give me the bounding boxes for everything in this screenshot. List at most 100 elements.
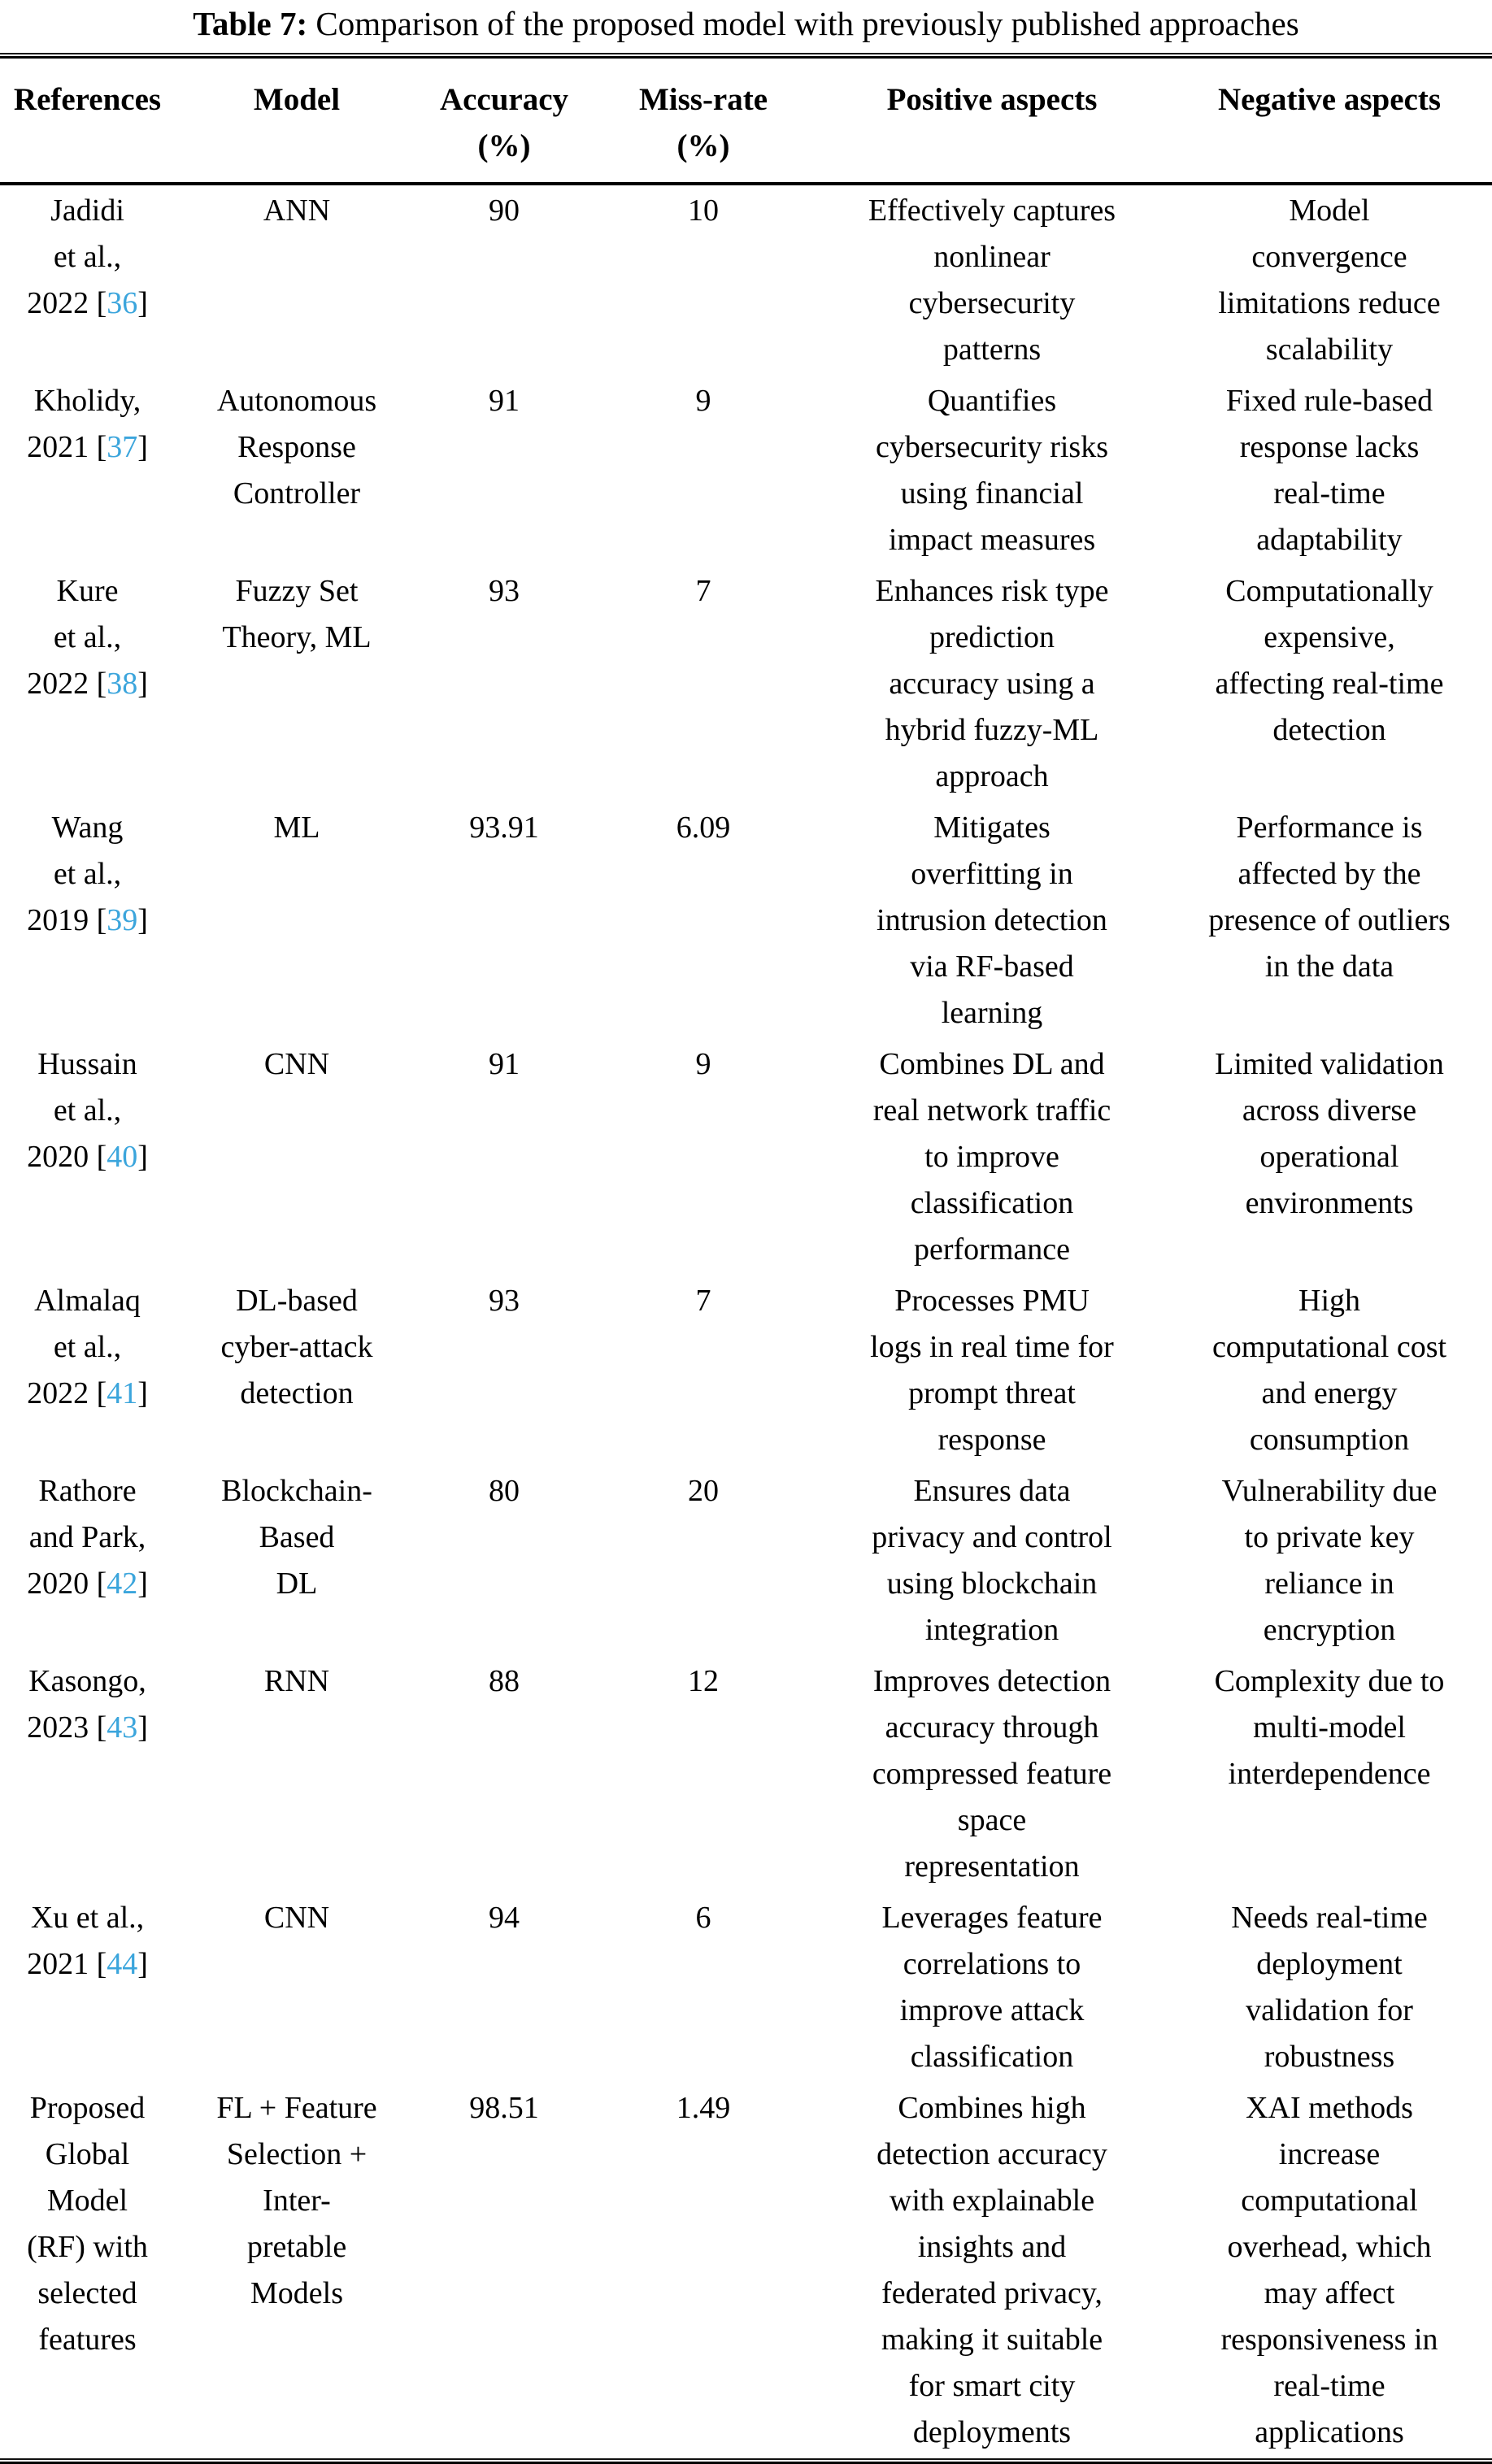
cell-negative-aspects: Limited validation across diverse operat… (1215, 1047, 1444, 1221)
cell-positive-aspects: Combines DL and real network traffic to … (872, 1047, 1111, 1267)
cell-miss-rate: 10 (688, 193, 719, 228)
citation-link[interactable]: 40 (107, 1140, 138, 1175)
cell-references: Xu et al., 2021 [44] (0, 1893, 175, 2083)
table-row: Kholidy, 2021 [37] Autonomous Response C… (0, 376, 1492, 566)
cell-miss-rate: 9 (695, 1047, 711, 1082)
reference-bracket: ] (137, 286, 148, 321)
cell-references: Kure et al., 2022 [38] (0, 566, 175, 802)
cell-negative-aspects: Model convergence limitations reduce sca… (1218, 193, 1441, 367)
citation-link[interactable]: 41 (107, 1376, 138, 1411)
cell-accuracy: 91 (489, 1047, 520, 1082)
cell-positive-aspects: Combines high detection accuracy with ex… (876, 2091, 1107, 2450)
col-header-model: Model (175, 59, 419, 186)
col-header-negative-aspects: Negative aspects (1167, 59, 1492, 186)
cell-model: DL-based cyber-attack detection (220, 1284, 373, 1411)
table-row: Hussain et al., 2020 [40] CNN 91 9 Combi… (0, 1039, 1492, 1275)
cell-positive-aspects: Ensures data privacy and control using b… (872, 1474, 1112, 1648)
cell-references: Kasongo, 2023 [43] (0, 1656, 175, 1893)
cell-negative-aspects: Computationally expensive, affecting rea… (1215, 574, 1444, 748)
citation-link[interactable]: 37 (107, 430, 138, 465)
cell-positive-aspects: Mitigates overfitting in intrusion detec… (876, 810, 1107, 1031)
reference-bracket: ] (137, 1376, 148, 1411)
citation-link[interactable]: 43 (107, 1710, 138, 1745)
cell-model: Fuzzy Set Theory, ML (222, 574, 372, 655)
cell-model: ML (273, 810, 320, 845)
reference-bracket: ] (137, 1140, 148, 1175)
cell-references: Hussain et al., 2020 [40] (0, 1039, 175, 1275)
citation-link[interactable]: 38 (107, 667, 138, 702)
bottom-rule (0, 2458, 1492, 2464)
cell-references: Wang et al., 2019 [39] (0, 802, 175, 1039)
cell-positive-aspects: Improves detection accuracy through comp… (872, 1664, 1112, 1884)
reference-text: Jadidi et al., 2022 [ (27, 193, 124, 321)
table-row: Almalaq et al., 2022 [41] DL-based cyber… (0, 1275, 1492, 1466)
cell-miss-rate: 1.49 (676, 2091, 731, 2126)
cell-negative-aspects: Performance is affected by the presence … (1208, 810, 1451, 984)
cell-miss-rate: 12 (688, 1664, 719, 1699)
reference-bracket: ] (137, 1567, 148, 1601)
citation-link[interactable]: 36 (107, 286, 138, 321)
cell-model: CNN (263, 1047, 330, 1082)
reference-text: Kholidy, 2021 [ (27, 384, 141, 465)
reference-bracket: ] (137, 1947, 148, 1982)
cell-references: Kholidy, 2021 [37] (0, 376, 175, 566)
cell-references: Jadidi et al., 2022 [36] (0, 184, 175, 376)
reference-bracket: ] (137, 903, 148, 938)
cell-accuracy: 80 (489, 1474, 520, 1509)
cell-miss-rate: 9 (695, 384, 711, 419)
reference-bracket: ] (137, 1710, 148, 1745)
header-row: References Model Accuracy (%) Miss-rate … (0, 59, 1492, 186)
cell-accuracy: 93 (489, 1284, 520, 1319)
cell-model: Autonomous Response Controller (216, 384, 377, 511)
reference-text: Hussain et al., 2020 [ (27, 1047, 137, 1175)
reference-text: Xu et al., 2021 [ (27, 1901, 145, 1982)
cell-negative-aspects: Fixed rule-based response lacks real-tim… (1225, 384, 1433, 558)
table-row: Kasongo, 2023 [43] RNN 88 12 Improves de… (0, 1656, 1492, 1893)
cell-model: RNN (263, 1664, 330, 1699)
reference-bracket: ] (137, 667, 148, 702)
comparison-table: References Model Accuracy (%) Miss-rate … (0, 59, 1492, 2458)
top-rule (0, 53, 1492, 59)
cell-model: ANN (263, 193, 331, 228)
reference-text: Wang et al., 2019 [ (27, 810, 124, 938)
citation-link[interactable]: 39 (107, 903, 138, 938)
citation-link[interactable]: 44 (107, 1947, 138, 1982)
reference-text: Rathore and Park, 2020 [ (27, 1474, 146, 1601)
cell-miss-rate: 7 (695, 574, 711, 609)
cell-negative-aspects: Vulnerability due to private key relianc… (1221, 1474, 1438, 1648)
cell-references: Proposed Global Model (RF) with selected… (27, 2091, 148, 2358)
col-header-positive-aspects: Positive aspects (817, 59, 1167, 186)
cell-miss-rate: 20 (688, 1474, 719, 1509)
cell-negative-aspects: XAI methods increase computational overh… (1220, 2091, 1438, 2450)
cell-model: Blockchain- Based DL (221, 1474, 372, 1601)
cell-accuracy: 93 (489, 574, 520, 609)
cell-miss-rate: 6.09 (676, 810, 731, 845)
col-header-accuracy: Accuracy (%) (419, 59, 589, 186)
col-header-references: References (0, 59, 175, 186)
reference-text: Almalaq et al., 2022 [ (27, 1284, 141, 1411)
table-row: Xu et al., 2021 [44] CNN 94 6 Leverages … (0, 1893, 1492, 2083)
cell-miss-rate: 7 (695, 1284, 711, 1319)
reference-text: Kure et al., 2022 [ (27, 574, 122, 702)
reference-text: Kasongo, 2023 [ (27, 1664, 146, 1745)
cell-references: Almalaq et al., 2022 [41] (0, 1275, 175, 1466)
cell-accuracy: 90 (489, 193, 520, 228)
cell-negative-aspects: Needs real-time deployment validation fo… (1231, 1901, 1428, 2075)
cell-positive-aspects: Leverages feature correlations to improv… (881, 1901, 1103, 2075)
table-row: Jadidi et al., 2022 [36] ANN 90 10 Effec… (0, 184, 1492, 376)
cell-model: FL + Feature Selection + Inter- pretable… (216, 2091, 377, 2311)
cell-accuracy: 94 (489, 1901, 520, 1936)
cell-negative-aspects: High computational cost and energy consu… (1211, 1284, 1447, 1458)
citation-link[interactable]: 42 (107, 1567, 138, 1601)
cell-accuracy: 88 (489, 1664, 520, 1699)
cell-positive-aspects: Processes PMU logs in real time for prom… (870, 1284, 1114, 1458)
table-row: Rathore and Park, 2020 [42] Blockchain- … (0, 1466, 1492, 1656)
cell-accuracy: 98.51 (469, 2091, 539, 2126)
table-row-proposed-model: Proposed Global Model (RF) with selected… (0, 2083, 1492, 2458)
col-header-miss-rate: Miss-rate (%) (589, 59, 817, 186)
table-row: Kure et al., 2022 [38] Fuzzy Set Theory,… (0, 566, 1492, 802)
cell-miss-rate: 6 (695, 1901, 711, 1936)
table-caption: Table 7: Comparison of the proposed mode… (0, 0, 1492, 53)
cell-positive-aspects: Effectively captures nonlinear cybersecu… (868, 193, 1116, 367)
